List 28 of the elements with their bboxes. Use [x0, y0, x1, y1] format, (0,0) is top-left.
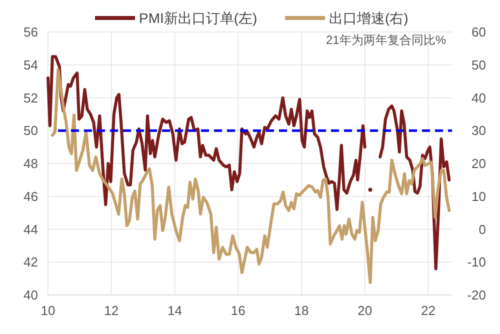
- x-tick-label: 10: [40, 303, 56, 318]
- y-tick-label: 50: [24, 123, 38, 138]
- y2-tick-label: 20: [472, 156, 486, 172]
- x-tick-label: 12: [104, 303, 119, 318]
- y2-tick-label: -20: [467, 288, 486, 303]
- y-tick-label: 40: [24, 288, 38, 303]
- y2-tick-label: 40: [472, 90, 486, 106]
- y-tick-label: 48: [24, 156, 38, 172]
- x-tick-label: 22: [421, 303, 436, 318]
- legend-label: PMI新出口订单(左): [139, 10, 258, 26]
- y-tick-label: 46: [24, 188, 38, 204]
- y2-tick-label: 10: [472, 188, 486, 204]
- y2-tick-label: 60: [472, 24, 486, 40]
- x-tick-label: 14: [168, 303, 182, 318]
- x-tick-label: 20: [358, 303, 372, 318]
- legend-label: 出口增速(右): [329, 10, 408, 26]
- y2-tick-label: 0: [478, 222, 486, 237]
- y-tick-label: 52: [24, 90, 38, 106]
- y-tick-label: 54: [24, 57, 38, 72]
- x-tick-label: 16: [230, 303, 246, 318]
- annotation: 21年为两年复合同比%: [326, 33, 446, 47]
- y-tick-label: 42: [24, 254, 38, 270]
- y-tick-label: 56: [24, 24, 38, 40]
- x-tick-label: 18: [294, 303, 309, 318]
- y2-tick-label: -10: [467, 254, 486, 270]
- y-tick-label: 44: [24, 222, 38, 237]
- y2-tick-label: 30: [472, 123, 486, 138]
- y2-tick-label: 50: [472, 57, 486, 72]
